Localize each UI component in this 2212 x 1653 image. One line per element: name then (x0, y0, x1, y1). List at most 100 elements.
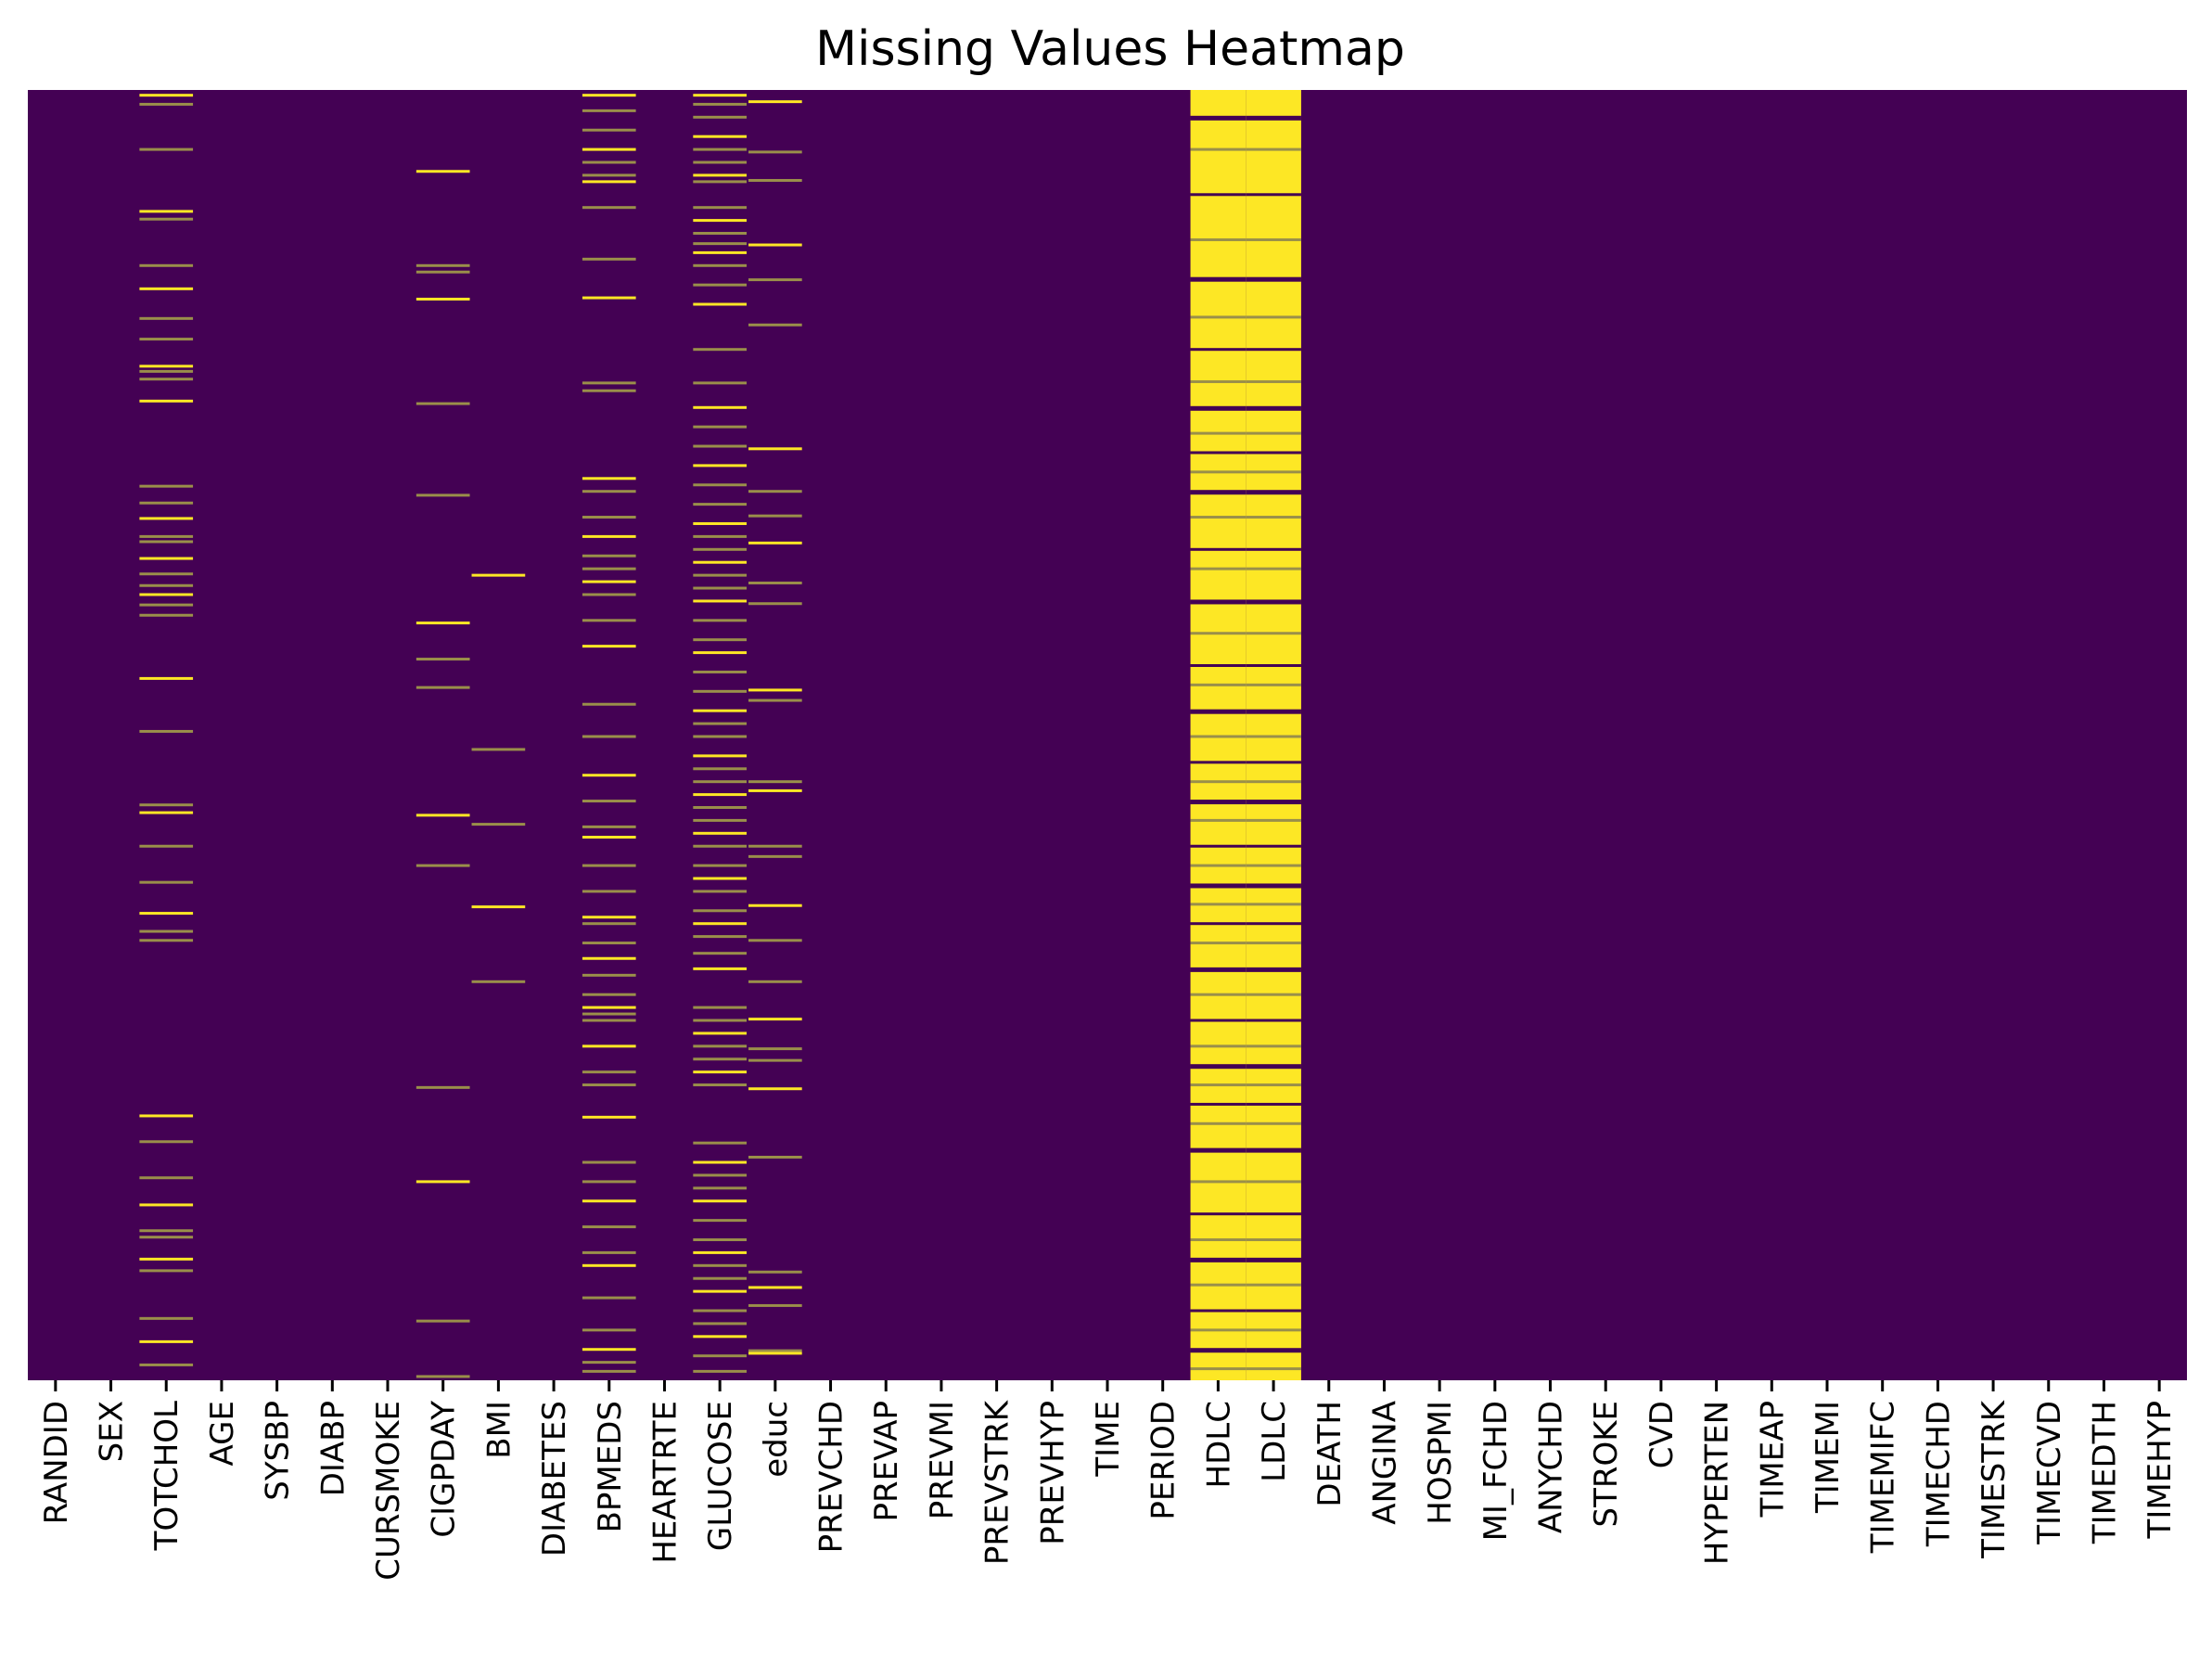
missing-cell-educ (748, 939, 802, 942)
missing-cell-bpmeds (582, 1369, 636, 1373)
x-tick-label: HDLC (1200, 1401, 1237, 1488)
present-cell-hdlc (1190, 431, 1247, 435)
present-cell-ldlc (1246, 490, 1301, 495)
missing-cell-cigpday (416, 493, 470, 497)
present-cell-ldlc (1246, 1212, 1301, 1216)
x-tick-label: PREVHYP (1034, 1401, 1071, 1545)
present-cell-hdlc (1190, 1367, 1247, 1371)
missing-cell-glucose (693, 534, 747, 538)
present-cell-ldlc (1246, 818, 1301, 822)
x-tick-label: PREVMI (924, 1401, 961, 1519)
missing-cell-glucose (693, 483, 747, 487)
missing-cell-bpmeds (582, 1199, 636, 1203)
present-cell-ldlc (1246, 431, 1301, 435)
present-cell-hdlc (1190, 735, 1247, 738)
present-cell-hdlc (1190, 780, 1247, 784)
missing-cell-glucose (693, 922, 747, 926)
present-cell-hdlc (1190, 599, 1247, 605)
missing-cell-educ (748, 1270, 802, 1274)
missing-cell-totchol (139, 1316, 194, 1320)
missing-cell-bpmeds (582, 147, 636, 151)
missing-cell-glucose (693, 844, 747, 848)
present-cell-hdlc (1190, 516, 1247, 519)
missing-cell-glucose (693, 709, 747, 712)
missing-cell-bpmeds (582, 619, 636, 622)
missing-cell-totchol (139, 603, 194, 607)
missing-cell-bpmeds (582, 973, 636, 977)
missing-cell-glucose (693, 250, 747, 254)
present-cell-hdlc (1190, 1309, 1247, 1313)
present-cell-ldlc (1246, 567, 1301, 570)
missing-cell-cigpday (416, 686, 470, 689)
missing-cell-bpmeds (582, 516, 636, 519)
missing-cell-bpmeds (582, 864, 636, 867)
x-tick-label: CURSMOKE (370, 1401, 407, 1581)
missing-cell-glucose (693, 242, 747, 246)
present-cell-hdlc (1190, 379, 1247, 383)
missing-cell-bpmeds (582, 702, 636, 706)
present-cell-ldlc (1246, 942, 1301, 945)
missing-cell-totchol (139, 365, 194, 368)
present-cell-ldlc (1246, 735, 1301, 738)
missing-cell-totchol (139, 102, 194, 106)
present-cell-ldlc (1246, 1367, 1301, 1371)
missing-cell-bpmeds (582, 1263, 636, 1267)
missing-cell-bmi (471, 573, 526, 577)
missing-cell-glucose (693, 909, 747, 913)
x-axis: RANDID SEX TOTCHOL AGE SYSBP DIABP CURSMOKE CIG… (38, 1380, 2179, 1581)
missing-cell-glucose (693, 381, 747, 385)
missing-cell-glucose (693, 1199, 747, 1203)
x-tick-label: AGE (204, 1401, 241, 1467)
missing-cell-glucose (693, 405, 747, 409)
missing-cell-glucose (693, 1160, 747, 1164)
present-cell-hdlc (1190, 348, 1247, 352)
x-tick-label: PREVSTRK (979, 1399, 1016, 1565)
missing-cell-totchol (139, 378, 194, 381)
present-cell-hdlc (1190, 1121, 1247, 1125)
missing-cell-glucose (693, 619, 747, 622)
missing-cell-glucose (693, 670, 747, 673)
missing-cell-bmi (471, 748, 526, 751)
missing-cell-glucose (693, 638, 747, 642)
present-cell-ldlc (1246, 664, 1301, 667)
missing-cell-bpmeds (582, 1115, 636, 1119)
present-cell-hdlc (1190, 864, 1247, 867)
missing-cell-glucose (693, 767, 747, 771)
missing-cell-glucose (693, 1219, 747, 1223)
missing-cell-glucose (693, 1289, 747, 1293)
missing-cell-glucose (693, 1173, 747, 1177)
missing-cell-glucose (693, 102, 747, 106)
present-cell-hdlc (1190, 405, 1247, 411)
missing-cell-educ (748, 1286, 802, 1289)
missing-cell-glucose (693, 160, 747, 164)
present-cell-ldlc (1246, 1102, 1301, 1106)
missing-cell-bpmeds (582, 94, 636, 97)
missing-cell-glucose (693, 1032, 747, 1035)
missing-cell-bpmeds (582, 645, 636, 648)
present-cell-hdlc (1190, 761, 1247, 764)
missing-cell-totchol (139, 210, 194, 213)
missing-cell-totchol (139, 613, 194, 617)
missing-cell-totchol (139, 338, 194, 341)
missing-cell-bpmeds (582, 534, 636, 538)
missing-cell-bpmeds (582, 890, 636, 893)
x-tick-label: TIMECHD (1920, 1401, 1957, 1547)
missing-cell-glucose (693, 1057, 747, 1061)
missing-cell-bpmeds (582, 567, 636, 570)
missing-cell-totchol (139, 729, 194, 733)
missing-cell-totchol (139, 583, 194, 587)
present-cell-ldlc (1246, 470, 1301, 474)
present-cell-hdlc (1190, 1283, 1247, 1287)
present-cell-ldlc (1246, 1283, 1301, 1287)
missing-cell-glucose (693, 877, 747, 880)
missing-cell-educ (748, 100, 802, 104)
present-cell-ldlc (1246, 1180, 1301, 1184)
missing-cell-glucose (693, 1141, 747, 1145)
missing-cell-bpmeds (582, 1361, 636, 1365)
present-cell-hdlc (1190, 844, 1247, 848)
missing-cell-bpmeds (582, 993, 636, 996)
missing-cell-bpmeds (582, 490, 636, 493)
missing-cell-bpmeds (582, 1348, 636, 1352)
present-cell-hdlc (1190, 1019, 1247, 1022)
x-tick-label: TOTCHOL (148, 1401, 185, 1551)
